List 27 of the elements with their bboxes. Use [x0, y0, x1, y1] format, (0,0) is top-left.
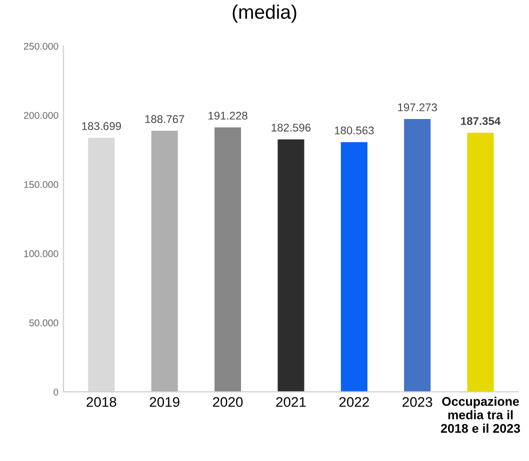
- y-tick-label: 200.000: [24, 112, 58, 119]
- bar: [214, 127, 242, 392]
- y-tick-label: 150.000: [24, 181, 58, 188]
- x-tick-label: 2018: [86, 397, 116, 407]
- y-tick-label: 250.000: [24, 42, 58, 50]
- bar: [404, 119, 431, 392]
- x-tick-label: 2022: [339, 397, 369, 407]
- chart-title: (media): [232, 4, 296, 23]
- data-label: 183.699: [82, 122, 121, 130]
- bar: [151, 130, 178, 392]
- data-label: 191.228: [208, 112, 248, 120]
- y-tick-label: 100.000: [24, 250, 58, 258]
- bar: [467, 132, 494, 392]
- bar: [340, 142, 368, 392]
- x-tick-label: Occupazione media tra il 2018 e il 2023: [440, 396, 520, 433]
- data-label: 187.354: [461, 117, 501, 126]
- x-tick-label: 2021: [276, 397, 306, 407]
- x-tick-label: 2020: [213, 397, 243, 407]
- bar: [278, 139, 304, 392]
- y-tick-label: 50.000: [29, 319, 58, 326]
- x-tick-label: 2019: [150, 397, 180, 407]
- data-label: 182.596: [272, 124, 311, 132]
- x-tick-label: 2023: [402, 397, 432, 407]
- y-tick-label: 0: [54, 388, 58, 396]
- data-label: 180.563: [334, 126, 374, 134]
- data-label: 188.767: [145, 115, 184, 124]
- data-label: 197.273: [398, 103, 437, 112]
